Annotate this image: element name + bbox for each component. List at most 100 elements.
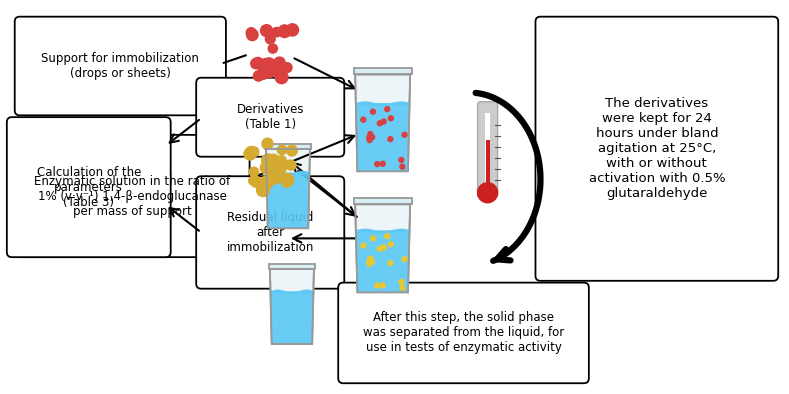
- Circle shape: [260, 162, 273, 174]
- Circle shape: [368, 256, 373, 261]
- Circle shape: [245, 147, 256, 158]
- Circle shape: [380, 283, 385, 288]
- Circle shape: [274, 162, 286, 174]
- Circle shape: [268, 44, 278, 53]
- Circle shape: [400, 164, 405, 169]
- Circle shape: [375, 283, 380, 288]
- Circle shape: [260, 25, 272, 37]
- Polygon shape: [355, 204, 410, 292]
- Circle shape: [371, 236, 376, 241]
- Circle shape: [268, 172, 281, 184]
- Circle shape: [371, 109, 376, 114]
- Polygon shape: [267, 173, 309, 228]
- Circle shape: [388, 116, 394, 121]
- FancyBboxPatch shape: [477, 102, 498, 198]
- FancyBboxPatch shape: [15, 17, 226, 115]
- Circle shape: [264, 58, 275, 69]
- Circle shape: [260, 59, 271, 70]
- Circle shape: [388, 261, 393, 266]
- Circle shape: [377, 246, 383, 251]
- Circle shape: [264, 67, 275, 78]
- Circle shape: [367, 138, 372, 143]
- Circle shape: [399, 279, 404, 284]
- Circle shape: [261, 58, 273, 71]
- Circle shape: [279, 25, 291, 37]
- Polygon shape: [355, 74, 410, 171]
- Circle shape: [388, 242, 394, 247]
- Circle shape: [267, 154, 279, 167]
- Circle shape: [402, 132, 407, 137]
- Circle shape: [282, 63, 292, 72]
- Circle shape: [277, 145, 286, 154]
- FancyBboxPatch shape: [196, 176, 344, 289]
- Circle shape: [265, 34, 275, 44]
- Circle shape: [380, 161, 385, 166]
- FancyBboxPatch shape: [353, 68, 412, 74]
- FancyBboxPatch shape: [264, 143, 312, 149]
- Text: Support for immobilization
(drops or sheets): Support for immobilization (drops or she…: [41, 52, 200, 80]
- Circle shape: [399, 158, 404, 162]
- Circle shape: [381, 245, 386, 250]
- Circle shape: [381, 119, 386, 124]
- Circle shape: [257, 67, 269, 79]
- Text: After this step, the solid phase
was separated from the liquid, for
use in tests: After this step, the solid phase was sep…: [363, 311, 564, 355]
- Circle shape: [368, 132, 373, 137]
- Text: Derivatives
(Table 1): Derivatives (Table 1): [237, 103, 304, 131]
- FancyBboxPatch shape: [15, 135, 249, 257]
- Circle shape: [251, 177, 262, 187]
- Circle shape: [272, 65, 282, 74]
- Polygon shape: [266, 149, 310, 228]
- Circle shape: [253, 71, 264, 81]
- Circle shape: [367, 262, 372, 266]
- FancyBboxPatch shape: [268, 264, 316, 269]
- Circle shape: [402, 256, 407, 262]
- Circle shape: [252, 58, 264, 69]
- Circle shape: [361, 117, 366, 122]
- FancyBboxPatch shape: [196, 78, 344, 157]
- Text: Calculation of the
parameters
(Table 3): Calculation of the parameters (Table 3): [36, 165, 141, 209]
- FancyBboxPatch shape: [338, 282, 589, 383]
- Circle shape: [268, 63, 281, 75]
- Circle shape: [246, 28, 256, 38]
- FancyBboxPatch shape: [485, 113, 490, 190]
- Circle shape: [286, 24, 298, 36]
- FancyBboxPatch shape: [485, 140, 490, 190]
- Circle shape: [377, 121, 383, 126]
- Circle shape: [249, 167, 259, 177]
- FancyBboxPatch shape: [353, 198, 412, 204]
- Polygon shape: [270, 269, 314, 344]
- Circle shape: [244, 148, 256, 160]
- Circle shape: [400, 285, 405, 290]
- FancyBboxPatch shape: [7, 117, 170, 257]
- Text: The derivatives
were kept for 24
hours under bland
agitation at 25°C,
with or wi: The derivatives were kept for 24 hours u…: [589, 97, 725, 200]
- Circle shape: [367, 259, 372, 264]
- Circle shape: [272, 28, 282, 37]
- Circle shape: [274, 57, 285, 68]
- Circle shape: [388, 137, 393, 141]
- Text: Enzymatic solution in the ratio of
1% (v·v⁻¹) 1,4-β-endoglucanase
per mass of su: Enzymatic solution in the ratio of 1% (v…: [34, 175, 230, 217]
- Circle shape: [477, 183, 498, 203]
- Circle shape: [286, 160, 295, 170]
- Circle shape: [275, 71, 288, 84]
- Circle shape: [361, 243, 366, 248]
- Circle shape: [375, 162, 380, 167]
- Circle shape: [287, 161, 296, 170]
- Circle shape: [262, 138, 273, 149]
- Circle shape: [281, 176, 293, 187]
- Circle shape: [260, 176, 273, 189]
- Circle shape: [265, 174, 276, 185]
- Circle shape: [256, 184, 270, 197]
- Circle shape: [276, 156, 286, 165]
- Circle shape: [281, 173, 294, 186]
- Circle shape: [262, 154, 275, 167]
- Circle shape: [249, 147, 259, 157]
- Circle shape: [247, 29, 258, 41]
- Circle shape: [272, 65, 282, 75]
- Polygon shape: [356, 230, 409, 292]
- Circle shape: [251, 58, 261, 69]
- Text: Residual liquid
after
immobilization: Residual liquid after immobilization: [226, 211, 314, 254]
- Circle shape: [367, 135, 372, 140]
- Circle shape: [385, 107, 390, 112]
- Circle shape: [369, 135, 375, 139]
- Circle shape: [385, 234, 390, 239]
